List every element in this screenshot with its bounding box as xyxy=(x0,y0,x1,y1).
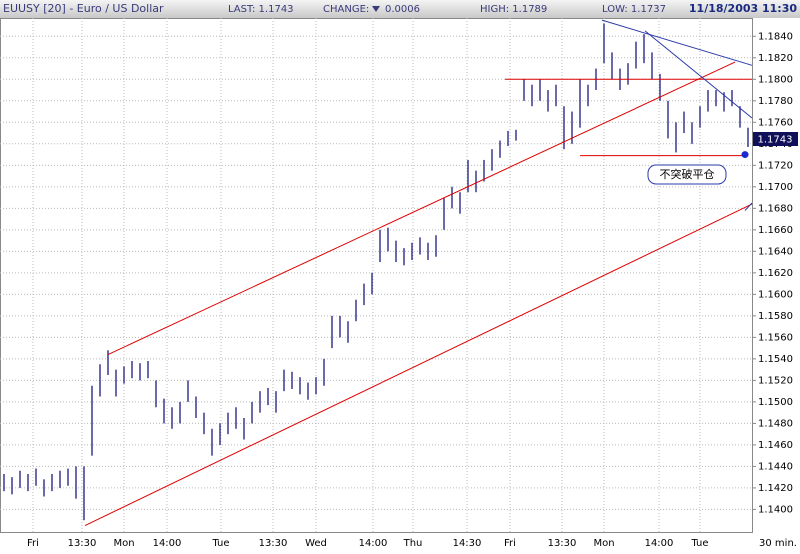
y-tick-label: 1.1680 xyxy=(758,203,793,214)
y-tick-label: 1.1500 xyxy=(758,397,793,408)
high: HIGH: 1.1789 xyxy=(480,4,547,15)
y-tick-label: 1.1400 xyxy=(758,504,793,515)
x-tick-label: 14:00 xyxy=(359,538,388,549)
y-tick-label: 1.1480 xyxy=(758,418,793,429)
marker xyxy=(741,151,749,159)
low: LOW: 1.1737 xyxy=(602,4,666,15)
x-tick-label: Tue xyxy=(211,538,229,549)
y-tick-label: 1.1560 xyxy=(758,332,793,343)
x-tick-label: 14:00 xyxy=(645,538,674,549)
y-tick-label: 1.1460 xyxy=(758,440,793,451)
grid: 1.1400 1.1420 1.1440 1.1460 1.1480 1.1500 1.15… xyxy=(0,18,793,549)
y-tick-label: 1.1820 xyxy=(758,53,793,64)
last-price-tag: 1.1743 xyxy=(758,135,793,146)
trend-line xyxy=(744,202,753,211)
x-unit-label: 30 min. xyxy=(759,538,797,549)
x-tick-label: Mon xyxy=(593,538,614,549)
y-tick-label: 1.1840 xyxy=(758,31,793,42)
x-tick-label: 14:30 xyxy=(453,538,482,549)
x-tick-label: 14:00 xyxy=(153,538,182,549)
trend-line xyxy=(107,61,736,356)
y-tick-label: 1.1600 xyxy=(758,289,793,300)
y-tick-label: 1.1700 xyxy=(758,182,793,193)
x-tick-label: Wed xyxy=(305,538,327,549)
header-bar xyxy=(0,0,800,18)
x-tick-label: Tue xyxy=(690,538,708,549)
x-tick-label: Fri xyxy=(27,538,39,549)
annotation: 不突破平仓 xyxy=(660,167,715,181)
y-tick-label: 1.1660 xyxy=(758,225,793,236)
y-tick-label: 1.1540 xyxy=(758,354,793,365)
x-tick-label: Thu xyxy=(403,538,423,549)
trend-line xyxy=(84,203,753,526)
trend-line xyxy=(644,30,753,119)
x-tick-label: Fri xyxy=(504,538,516,549)
x-tick-label: 13:30 xyxy=(548,538,577,549)
x-tick-label: Mon xyxy=(113,538,134,549)
x-tick-label: 13:30 xyxy=(259,538,288,549)
change-value: 0.0006 xyxy=(385,4,420,15)
y-tick-label: 1.1760 xyxy=(758,117,793,128)
y-tick-label: 1.1580 xyxy=(758,311,793,322)
last-price-box xyxy=(753,132,798,146)
y-tick-label: 1.1420 xyxy=(758,483,793,494)
datetime: 11/18/2003 11:30 xyxy=(689,2,797,15)
plot-frame xyxy=(0,18,753,533)
annotation-box xyxy=(647,164,727,185)
y-tick-label: 1.1440 xyxy=(758,461,793,472)
last: LAST: 1.1743 xyxy=(228,4,294,15)
change-label: CHANGE: xyxy=(323,4,369,15)
down-arrow xyxy=(372,6,380,12)
marks xyxy=(3,19,753,526)
x-tick-label: 13:30 xyxy=(68,538,97,549)
y-tick-label: 1.1720 xyxy=(758,160,793,171)
trend-line xyxy=(601,19,753,66)
y-tick-label: 1.1620 xyxy=(758,268,793,279)
y-tick-label: 1.1520 xyxy=(758,375,793,386)
y-tick-label: 1.1780 xyxy=(758,96,793,107)
y-tick-label: 1.1800 xyxy=(758,74,793,85)
symbol: EUUSY [20] - Euro / US Dollar xyxy=(3,2,164,15)
y-tick-label: 1.1640 xyxy=(758,246,793,257)
